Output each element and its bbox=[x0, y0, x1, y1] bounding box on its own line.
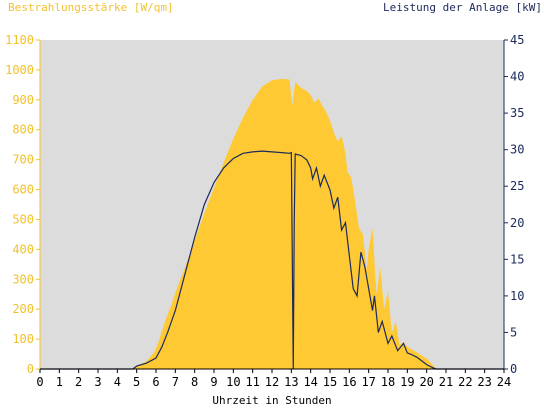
x-axis-tick-label: 21 bbox=[439, 375, 453, 389]
left-axis-tick-label: 1100 bbox=[5, 33, 34, 47]
x-axis-tick-label: 20 bbox=[419, 375, 433, 389]
x-axis-tick-label: 11 bbox=[245, 375, 259, 389]
series-irradiance-area bbox=[40, 78, 504, 369]
x-axis-tick-label: 4 bbox=[114, 375, 121, 389]
x-axis-tick-label: 9 bbox=[210, 375, 217, 389]
x-axis-tick-label: 24 bbox=[497, 375, 511, 389]
x-axis-tick-label: 3 bbox=[94, 375, 101, 389]
x-axis-tick-label: 7 bbox=[172, 375, 179, 389]
right-axis-tick-label: 35 bbox=[510, 106, 524, 120]
left-axis-tick-label: 800 bbox=[12, 123, 34, 137]
left-axis-tick-label: 200 bbox=[12, 302, 34, 316]
x-axis-tick-label: 10 bbox=[226, 375, 240, 389]
left-axis-tick-label: 400 bbox=[12, 242, 34, 256]
left-axis-tick-label: 600 bbox=[12, 183, 34, 197]
x-axis-tick-label: 2 bbox=[75, 375, 82, 389]
series-power-line bbox=[40, 150, 504, 370]
x-axis-tick-label: 23 bbox=[477, 375, 491, 389]
left-axis-title: Bestrahlungsstärke [W/qm] bbox=[8, 1, 174, 14]
right-axis-tick-label: 20 bbox=[510, 216, 524, 230]
right-axis-tick-label: 5 bbox=[510, 325, 517, 339]
right-axis-tick-label: 15 bbox=[510, 252, 524, 266]
x-axis-tick-label: 14 bbox=[303, 375, 317, 389]
x-axis-tick-label: 15 bbox=[323, 375, 337, 389]
right-axis-tick-label: 25 bbox=[510, 179, 524, 193]
left-axis-tick-label: 300 bbox=[12, 272, 34, 286]
right-axis-title: Leistung der Anlage [kW] bbox=[383, 1, 542, 14]
x-axis-tick-label: 22 bbox=[458, 375, 472, 389]
left-axis-tick-label: 100 bbox=[12, 332, 34, 346]
x-axis-tick-label: 6 bbox=[152, 375, 159, 389]
left-axis-tick-label: 700 bbox=[12, 153, 34, 167]
right-axis-tick-label: 45 bbox=[510, 33, 524, 47]
x-axis-tick-label: 17 bbox=[361, 375, 375, 389]
left-axis-tick-label: 0 bbox=[27, 362, 34, 376]
left-axis-tick-label: 1000 bbox=[5, 63, 34, 77]
x-axis-tick-label: 16 bbox=[342, 375, 356, 389]
x-axis-tick-label: 5 bbox=[133, 375, 140, 389]
left-axis-tick-label: 900 bbox=[12, 93, 34, 107]
left-axis-tick-label: 500 bbox=[12, 212, 34, 226]
x-axis-tick-label: 1 bbox=[56, 375, 63, 389]
x-axis-tick-label: 12 bbox=[265, 375, 279, 389]
right-axis-tick-label: 10 bbox=[510, 289, 524, 303]
x-axis-tick-label: 0 bbox=[36, 375, 43, 389]
x-axis-tick-label: 8 bbox=[191, 375, 198, 389]
x-axis-tick-label: 19 bbox=[400, 375, 414, 389]
x-axis-tick-label: 18 bbox=[381, 375, 395, 389]
x-axis-label: Uhrzeit in Stunden bbox=[212, 394, 332, 407]
x-axis-tick-label: 13 bbox=[284, 375, 298, 389]
right-axis-tick-label: 30 bbox=[510, 143, 524, 157]
right-axis-tick-label: 0 bbox=[510, 362, 517, 376]
right-axis-tick-label: 40 bbox=[510, 70, 524, 84]
